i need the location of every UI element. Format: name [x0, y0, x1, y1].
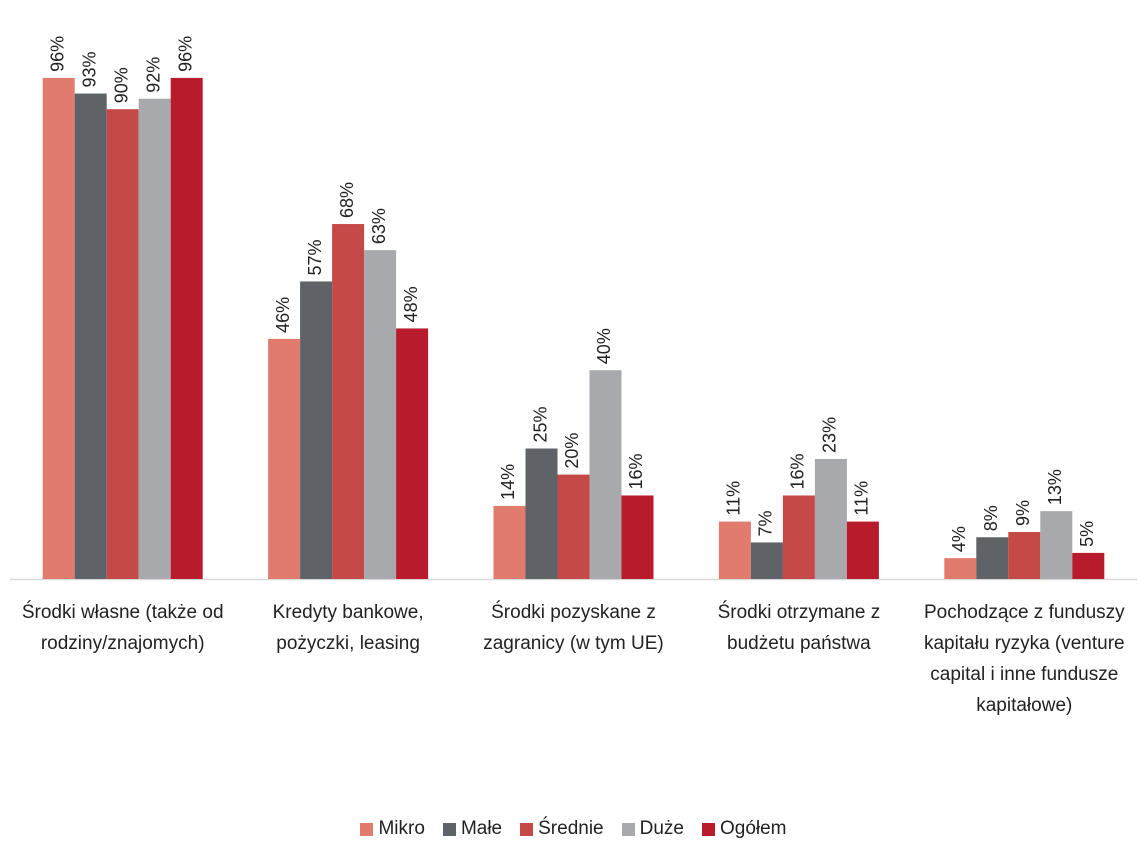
- value-label: 16%: [626, 453, 646, 489]
- value-label: 4%: [949, 526, 969, 552]
- legend-label: Małe: [460, 818, 503, 839]
- bar: [621, 495, 654, 579]
- bar: [396, 328, 429, 579]
- legend: Mikro Małe Średnie Duże Ogółem: [0, 818, 1147, 840]
- bar: [300, 281, 333, 579]
- bar: [1008, 532, 1041, 579]
- legend-swatch: [442, 822, 456, 836]
- value-label: 25%: [530, 406, 550, 442]
- value-label: 96%: [175, 36, 195, 72]
- value-label: 57%: [305, 239, 325, 275]
- bar: [493, 505, 526, 579]
- value-label: 48%: [401, 286, 421, 322]
- x-tick-label: Pochodzące z funduszy kapitału ryzyka (v…: [923, 602, 1125, 716]
- bar: [1072, 552, 1105, 579]
- bar: [557, 474, 590, 579]
- legend-swatch: [621, 822, 635, 836]
- bar: [170, 77, 203, 579]
- value-label: 63%: [369, 208, 389, 244]
- x-tick-label: Kredyty bankowe, pożyczki, leasing: [272, 602, 424, 654]
- bar: [1040, 511, 1073, 579]
- value-label: 16%: [788, 453, 808, 489]
- value-label: 9%: [1013, 500, 1033, 526]
- value-label: 14%: [498, 464, 518, 500]
- bar: [364, 250, 397, 579]
- value-label: 96%: [47, 36, 67, 72]
- bar: [589, 370, 622, 579]
- bar: [106, 109, 139, 579]
- legend-label: Ogółem: [719, 818, 787, 839]
- bar: [944, 558, 977, 579]
- bar: [74, 93, 107, 579]
- bar: [718, 521, 751, 579]
- legend-item: Ogółem: [701, 818, 787, 840]
- bar: [814, 458, 847, 579]
- bar: [782, 495, 815, 579]
- legend-label: Duże: [639, 818, 684, 839]
- value-label: 23%: [820, 417, 840, 453]
- value-label: 8%: [981, 505, 1001, 531]
- bar: [138, 98, 171, 579]
- value-label: 68%: [337, 182, 357, 218]
- value-label: 40%: [594, 328, 614, 364]
- legend-label: Mikro: [378, 818, 425, 839]
- legend-item: Duże: [621, 818, 684, 840]
- x-tick-label: Środki otrzymane z budżetu państwa: [717, 602, 881, 654]
- value-label: 20%: [562, 433, 582, 469]
- bar: [846, 521, 879, 579]
- value-label: 7%: [756, 510, 776, 536]
- legend-swatch: [360, 822, 374, 836]
- legend-item: Małe: [442, 818, 503, 840]
- value-label: 11%: [724, 481, 744, 516]
- value-label: 90%: [111, 67, 131, 103]
- legend-swatch: [701, 822, 715, 836]
- bar: [976, 537, 1009, 579]
- legend-item: Średnie: [520, 818, 604, 840]
- value-label: 46%: [273, 297, 293, 333]
- bar: [42, 77, 75, 579]
- x-tick-label: Środki pozyskane z zagranicy (w tym UE): [483, 602, 664, 654]
- legend-item: Mikro: [360, 818, 425, 840]
- value-label: 93%: [79, 52, 99, 88]
- bar: [750, 542, 783, 579]
- bar: [332, 224, 365, 580]
- value-label: 13%: [1045, 469, 1065, 505]
- legend-swatch: [520, 822, 534, 836]
- bar: [268, 338, 301, 579]
- value-label: 5%: [1077, 521, 1097, 547]
- x-tick-label: Środki własne (także od rodziny/znajomyc…: [21, 602, 224, 654]
- bar: [525, 448, 558, 579]
- value-label: 11%: [852, 481, 872, 516]
- legend-label: Średnie: [538, 818, 604, 839]
- value-label: 92%: [143, 57, 163, 93]
